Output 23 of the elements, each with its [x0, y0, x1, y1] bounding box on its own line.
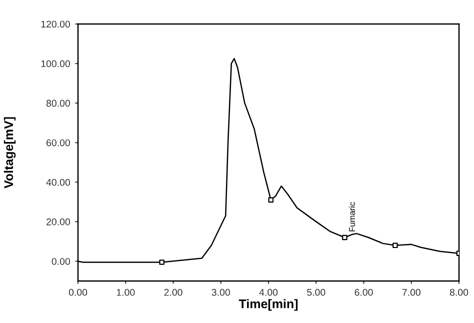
annotation: Fumaric: [348, 202, 355, 232]
y-tick-label: 40.00: [46, 178, 70, 186]
point: [342, 234, 348, 240]
x-tick-label: 0.00: [68, 288, 88, 296]
y-tick-label: 0.00: [52, 258, 70, 265]
y-tick-label: 60.00: [46, 139, 70, 146]
x-tick-label: 3.00: [212, 288, 230, 296]
y-tick-label: 120.00: [41, 20, 70, 28]
y-tick-label: 20.00: [46, 218, 70, 226]
y-tick-label: 100.00: [41, 60, 70, 68]
x-tick-label: 2.00: [164, 288, 182, 296]
x-tick-label: 4.00: [259, 288, 278, 296]
point: [392, 242, 398, 248]
point: [159, 260, 164, 265]
x-axis-title: Time[min]: [238, 299, 298, 311]
y-axis-title: Voltage[mV]: [4, 117, 16, 188]
y-tick-label: 80.00: [46, 100, 70, 107]
x-tick-label: 1.00: [116, 288, 135, 296]
x-tick-label: 8.00: [450, 288, 468, 296]
point: [268, 197, 274, 203]
x-tick-label: 5.00: [307, 288, 326, 296]
x-tick-label: 6.00: [354, 288, 373, 296]
x-tick-label: 7.00: [402, 288, 420, 296]
